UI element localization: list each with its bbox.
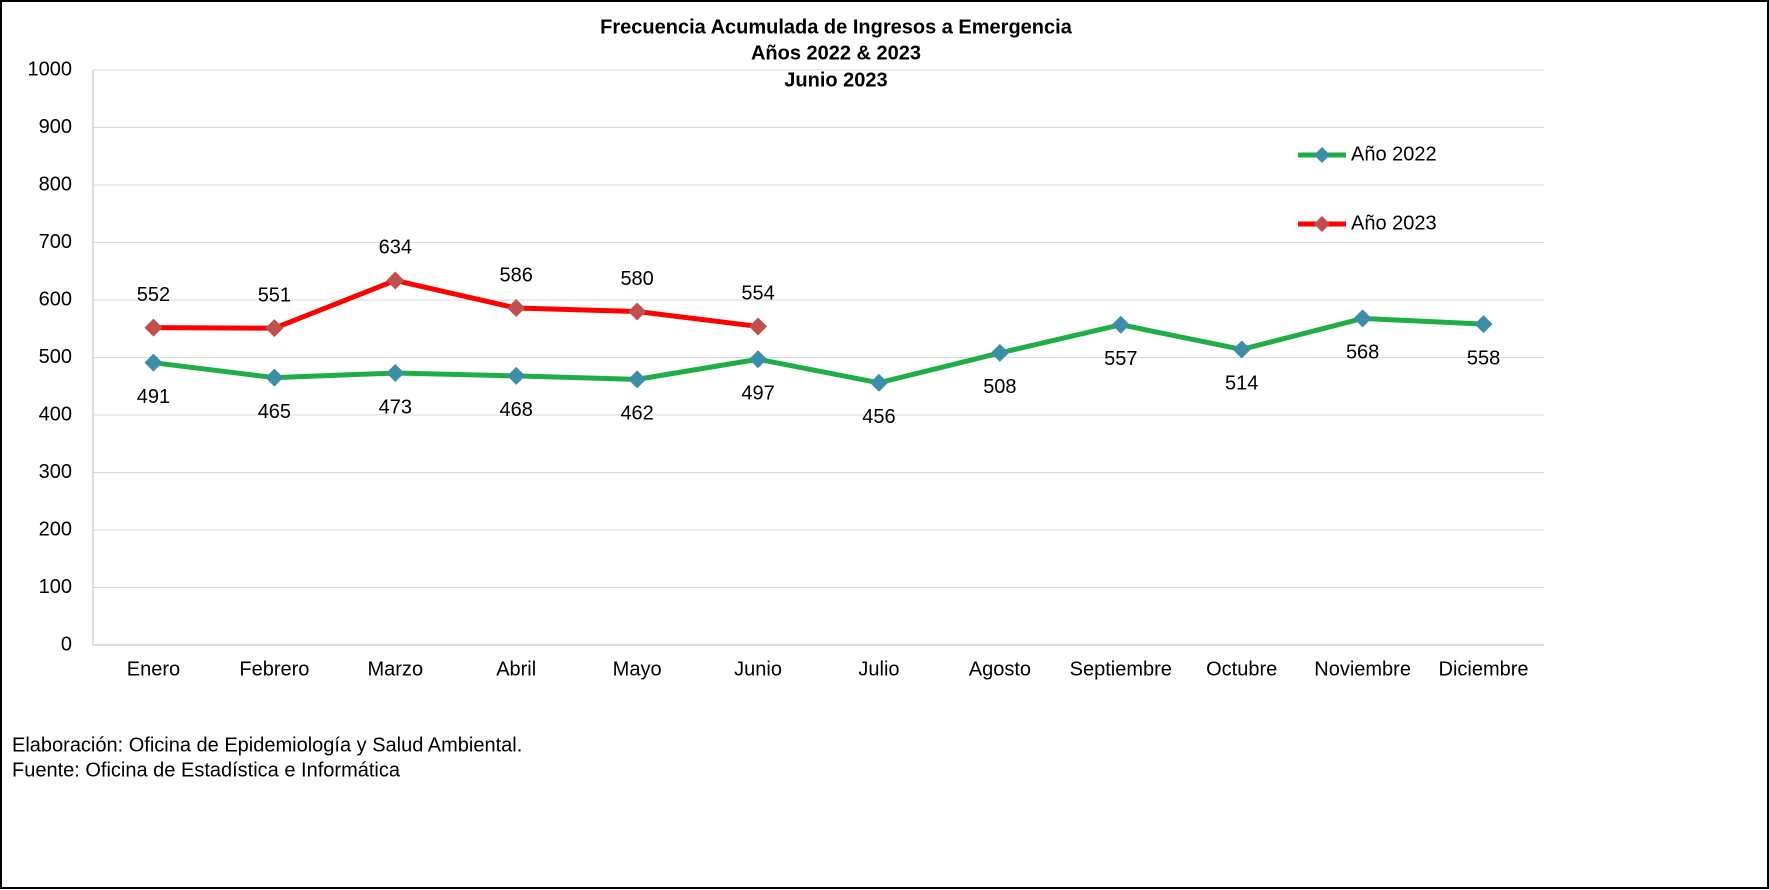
marker bbox=[265, 368, 284, 387]
y-tick-label: 100 bbox=[39, 576, 72, 598]
data-label: 552 bbox=[137, 284, 170, 306]
data-label: 554 bbox=[741, 283, 774, 305]
legend-marker bbox=[1314, 216, 1330, 232]
marker bbox=[990, 343, 1009, 362]
chart-title: Frecuencia Acumulada de Ingresos a Emerg… bbox=[600, 16, 1073, 38]
series-line bbox=[153, 277, 759, 331]
data-label: 557 bbox=[1104, 348, 1137, 370]
series-line bbox=[153, 315, 1484, 386]
data-label: 473 bbox=[379, 396, 412, 418]
chart-title: Junio 2023 bbox=[784, 69, 887, 91]
marker bbox=[507, 366, 526, 385]
marker bbox=[507, 299, 526, 318]
y-tick-label: 500 bbox=[39, 346, 72, 368]
y-tick-label: 200 bbox=[39, 518, 72, 540]
marker bbox=[265, 319, 284, 338]
x-tick-label: Abril bbox=[496, 658, 536, 680]
x-tick-label: Junio bbox=[734, 658, 782, 680]
marker bbox=[628, 302, 647, 321]
marker bbox=[628, 370, 647, 389]
x-tick-label: Octubre bbox=[1206, 658, 1277, 680]
x-tick-label: Septiembre bbox=[1070, 658, 1172, 680]
footnote: Elaboración: Oficina de Epidemiología y … bbox=[12, 734, 522, 756]
y-tick-label: 900 bbox=[39, 116, 72, 138]
data-label: 568 bbox=[1346, 342, 1379, 364]
y-tick-label: 400 bbox=[39, 403, 72, 425]
data-label: 462 bbox=[620, 403, 653, 425]
data-label: 580 bbox=[620, 268, 653, 290]
marker bbox=[144, 318, 163, 337]
chart-title: Años 2022 & 2023 bbox=[751, 42, 921, 64]
y-tick-label: 600 bbox=[39, 288, 72, 310]
legend-label: Año 2022 bbox=[1351, 143, 1437, 165]
data-label: 508 bbox=[983, 376, 1016, 398]
y-tick-label: 700 bbox=[39, 231, 72, 253]
x-tick-label: Diciembre bbox=[1439, 658, 1529, 680]
x-tick-label: Enero bbox=[127, 658, 180, 680]
x-tick-label: Marzo bbox=[368, 658, 424, 680]
data-label: 558 bbox=[1467, 347, 1500, 369]
y-tick-label: 300 bbox=[39, 461, 72, 483]
data-label: 514 bbox=[1225, 373, 1258, 395]
data-label: 551 bbox=[258, 284, 291, 306]
marker bbox=[1111, 315, 1130, 334]
marker bbox=[869, 373, 888, 392]
marker bbox=[386, 364, 405, 383]
footnote: Fuente: Oficina de Estadística e Informá… bbox=[12, 759, 401, 781]
marker bbox=[749, 317, 768, 336]
y-tick-label: 0 bbox=[61, 633, 72, 655]
x-tick-label: Julio bbox=[858, 658, 899, 680]
data-label: 634 bbox=[379, 237, 412, 259]
y-tick-label: 800 bbox=[39, 173, 72, 195]
marker bbox=[386, 271, 405, 290]
legend-label: Año 2023 bbox=[1351, 212, 1437, 234]
x-tick-label: Febrero bbox=[239, 658, 309, 680]
x-tick-label: Mayo bbox=[613, 658, 662, 680]
data-label: 497 bbox=[741, 383, 774, 405]
legend-marker bbox=[1314, 147, 1330, 163]
data-label: 468 bbox=[500, 399, 533, 421]
data-label: 456 bbox=[862, 406, 895, 428]
marker bbox=[1353, 309, 1372, 328]
x-tick-label: Noviembre bbox=[1314, 658, 1411, 680]
data-label: 465 bbox=[258, 401, 291, 423]
marker bbox=[1232, 340, 1251, 359]
x-tick-label: Agosto bbox=[969, 658, 1031, 680]
data-label: 491 bbox=[137, 386, 170, 408]
y-tick-label: 1000 bbox=[28, 58, 73, 80]
marker bbox=[749, 350, 768, 369]
data-label: 586 bbox=[500, 264, 533, 286]
marker bbox=[144, 353, 163, 372]
marker bbox=[1474, 315, 1493, 334]
